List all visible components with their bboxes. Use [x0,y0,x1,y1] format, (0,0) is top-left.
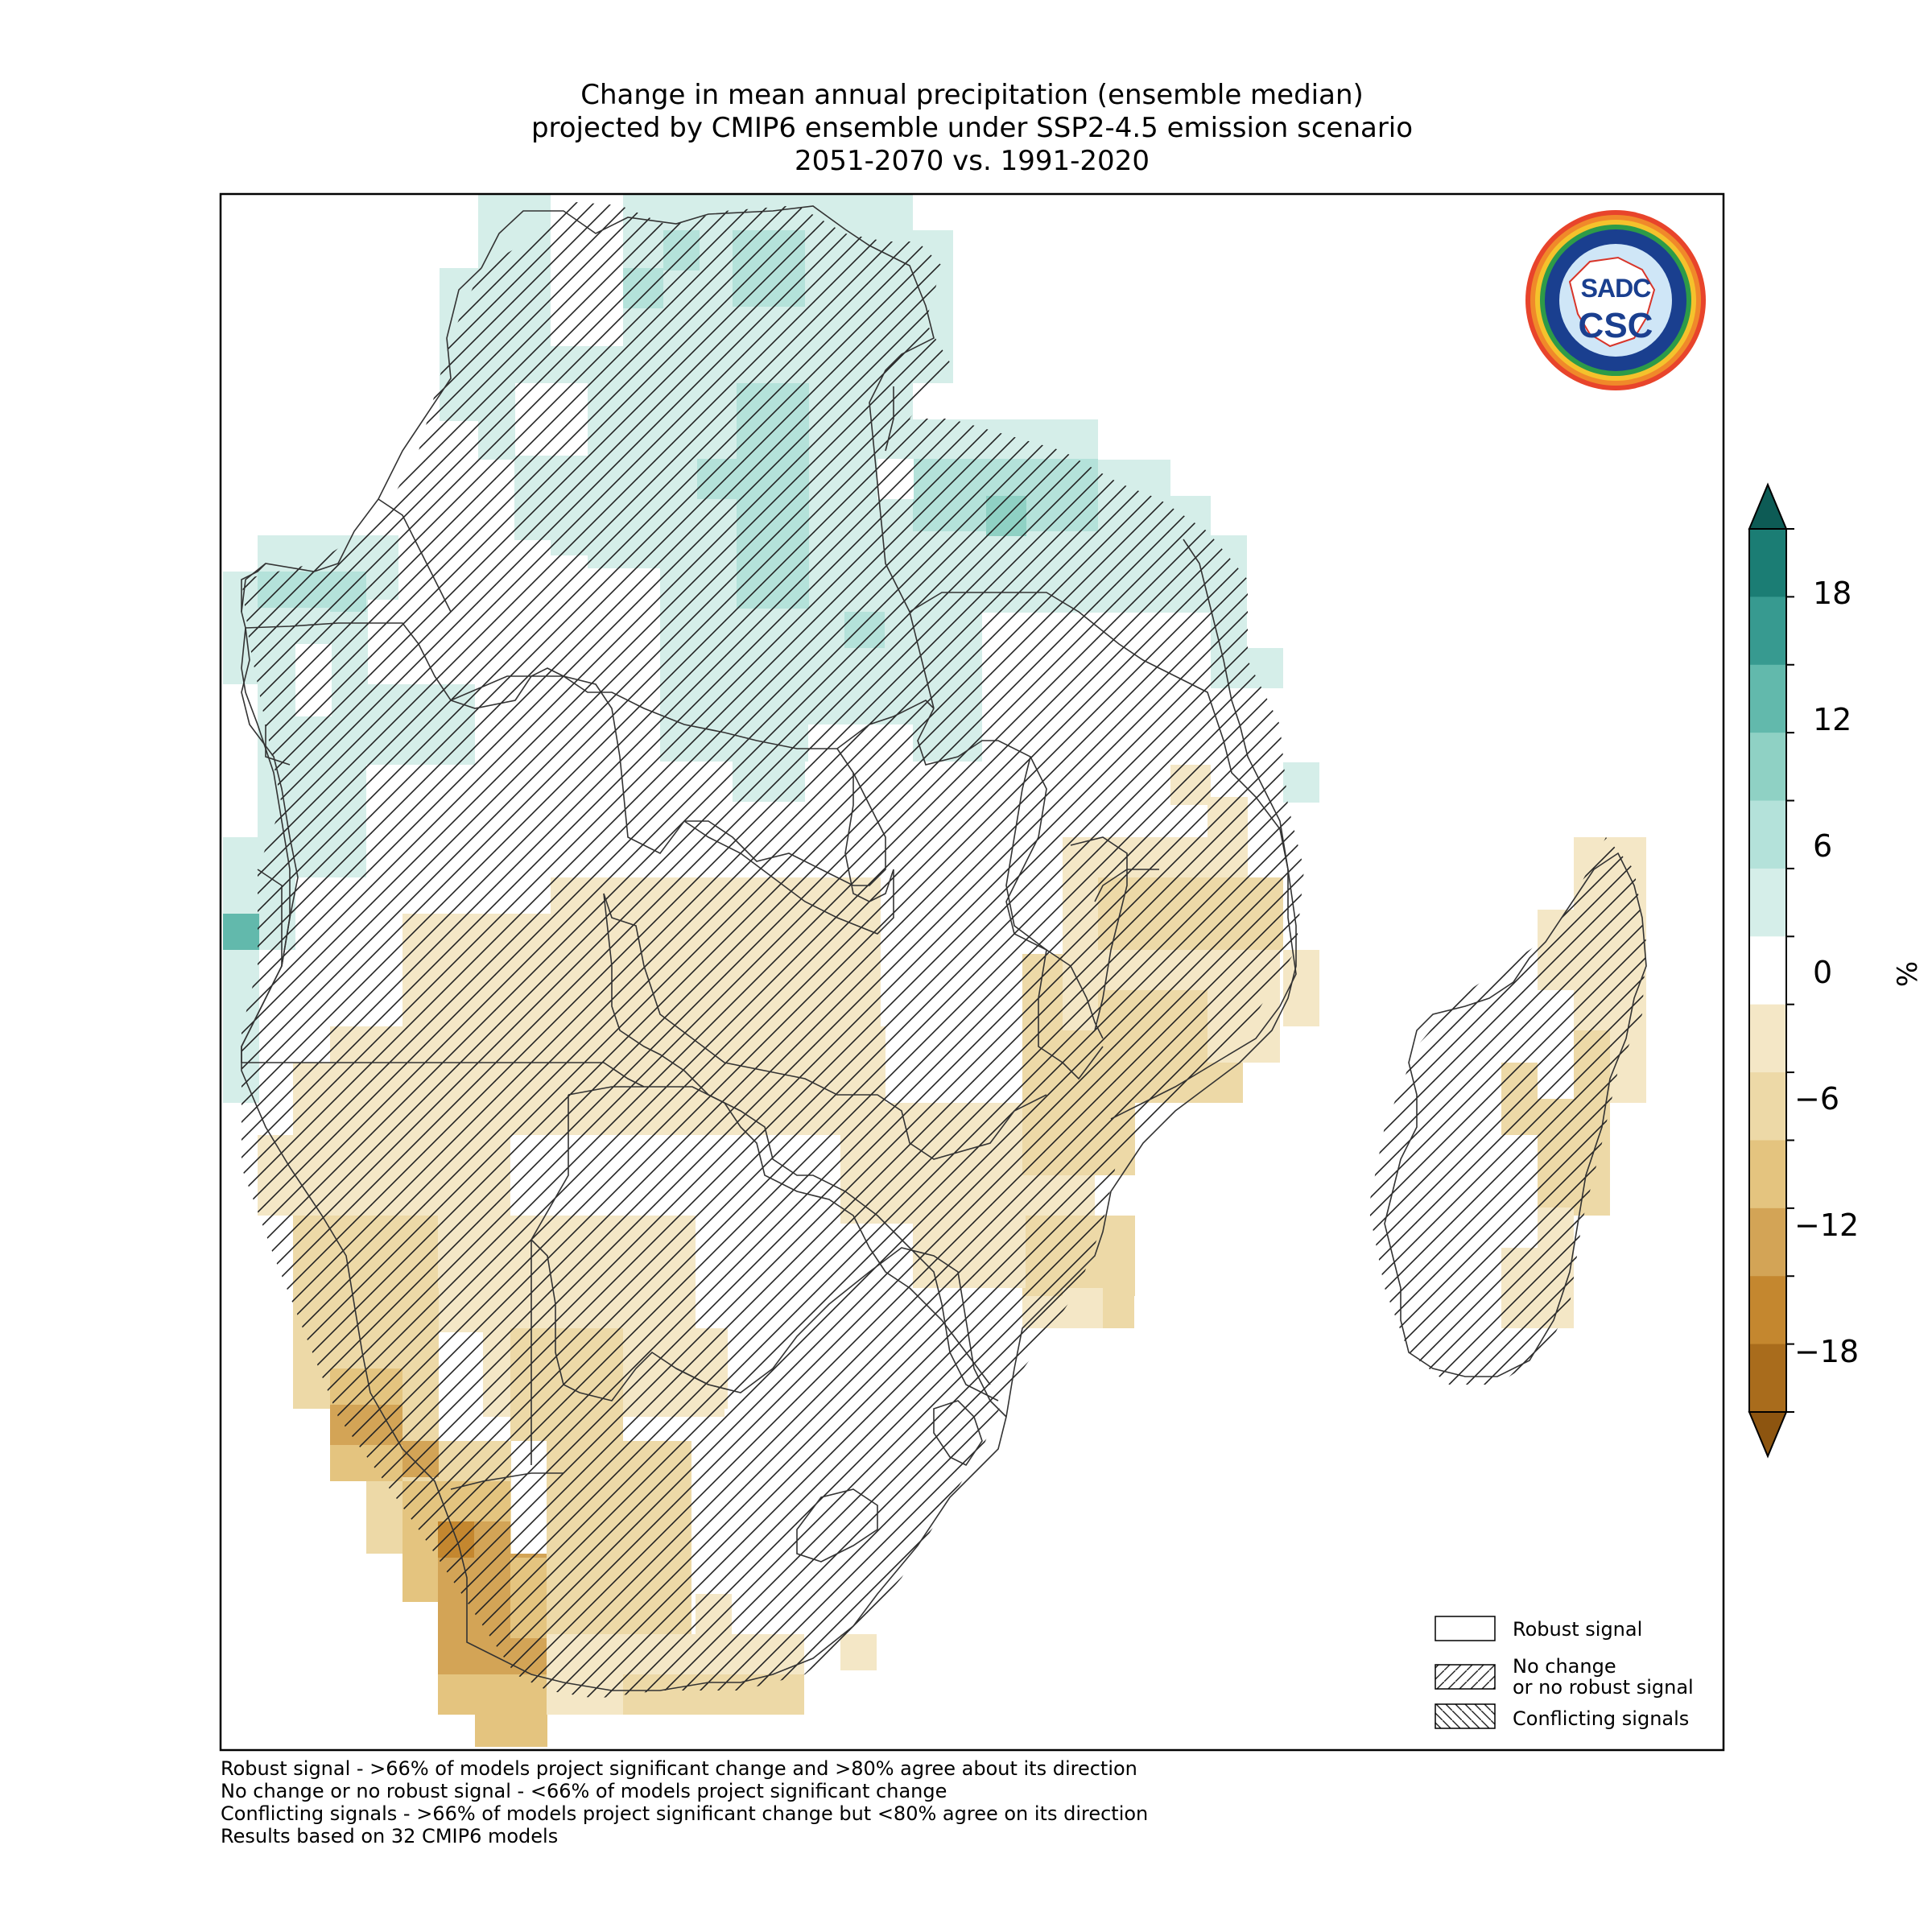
colorbar-bin [1749,1140,1786,1209]
logo-text-sadc: SADC [1580,274,1652,303]
colorbar-bin [1749,733,1786,802]
colorbar-bin [1749,1004,1786,1073]
colorbar-tick-label: −18 [1794,1334,1860,1369]
colorbar-bin [1749,664,1786,733]
colorbar-extend-top [1748,482,1788,530]
sadc-csc-logo [1525,210,1706,390]
colorbar-tick-label: 12 [1813,702,1852,737]
colorbar-tick-label: −12 [1794,1208,1860,1243]
signal-legend-swatches [1435,1616,1496,1729]
legend-label-no-change-2: or no robust signal [1513,1676,1694,1699]
colorbar-bin [1749,1276,1786,1345]
colorbar-bin [1749,529,1786,597]
chart-title-line-1: Change in mean annual precipitation (ens… [580,79,1364,111]
footnotes: Robust signal - >66% of models project s… [221,1757,1148,1847]
map-frame [219,192,1725,1752]
legend-label-robust: Robust signal [1513,1618,1643,1641]
logo-text-csc: CSC [1578,306,1653,345]
legend-label-no-change-1: No change [1513,1655,1616,1678]
footnote-line: Robust signal - >66% of models project s… [221,1757,1137,1780]
colorbar-bin [1749,800,1786,869]
colorbar-bin [1749,868,1786,937]
footnote-line: Conflicting signals - >66% of models pro… [221,1802,1149,1825]
no-robust-signal-hatch-madagascar [1368,837,1646,1385]
colorbar-bin [1749,1072,1786,1141]
legend-swatch-conflicting [1435,1703,1496,1729]
footnote-line: Results based on 32 CMIP6 models [221,1825,559,1847]
colorbar-bin [1749,597,1786,666]
chart-title-line-3: 2051-2070 vs. 1991-2020 [795,145,1150,177]
chart-title-line-2: projected by CMIP6 ensemble under SSP2-4… [530,112,1414,144]
colorbar-tick-label: 0 [1813,955,1833,990]
colorbar-bin [1749,936,1786,1005]
footnote-line: No change or no robust signal - <66% of … [221,1780,947,1802]
colorbar-tick-label: −6 [1794,1081,1840,1117]
country-borders [241,205,1647,1691]
no-robust-signal-hatch-mainland [242,201,1304,1699]
colorbar-extend-bottom [1748,1411,1788,1459]
colorbar-tick-label: 18 [1813,576,1852,611]
colorbar-frame [1748,528,1787,1413]
legend-swatch-robust [1435,1616,1496,1641]
legend-label-conflicting: Conflicting signals [1513,1707,1690,1730]
precipitation-map [223,194,1647,1747]
legend-swatch-no-change [1435,1664,1496,1690]
colorbar-unit-label: % [1892,960,1925,988]
colorbar-bin [1749,1208,1786,1277]
colorbar-tick-label: 6 [1813,828,1833,864]
colorbar-bin [1749,1344,1786,1413]
